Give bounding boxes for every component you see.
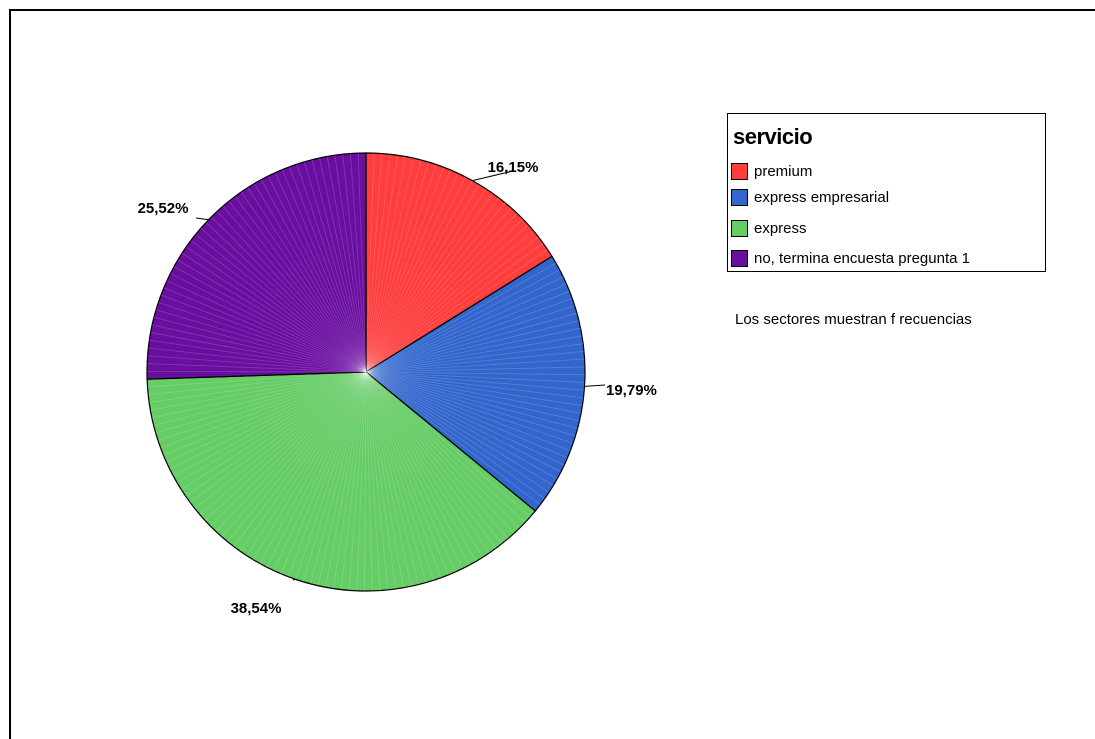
legend: servicio premium express empresarial exp…: [727, 113, 1046, 272]
data-label-express-empresarial: 19,79%: [606, 382, 657, 399]
data-label-no-termina: 25,52%: [138, 200, 189, 217]
data-label-express: 38,54%: [231, 600, 282, 617]
chart-frame: [9, 9, 1095, 739]
data-label-premium: 16,15%: [488, 159, 539, 176]
legend-label-express-empresarial: express empresarial: [754, 188, 890, 206]
legend-item-premium: premium: [731, 160, 812, 182]
pie-slice-premium: [365, 152, 553, 374]
pie-slice-no-termina: [146, 152, 367, 380]
legend-swatch-express: [731, 219, 748, 237]
legend-swatch-no-termina: [731, 249, 748, 267]
leader-line-express-empresarial: [584, 384, 606, 387]
legend-item-express: express: [731, 217, 807, 239]
leader-line-no-termina: [195, 217, 209, 221]
leader-line-express: [292, 578, 296, 581]
pie-slice-express-empresarial: [364, 255, 586, 512]
legend-swatch-premium: [731, 162, 748, 180]
legend-swatch-express-empresarial: [731, 188, 748, 206]
legend-title: servicio: [733, 124, 813, 149]
legend-label-no-termina: no, termina encuesta pregunta 1: [754, 249, 970, 267]
legend-label-express: express: [754, 219, 807, 237]
legend-label-premium: premium: [754, 162, 813, 180]
pie-slice-express: [146, 371, 537, 592]
leader-line-premium: [472, 170, 514, 182]
legend-item-no-termina: no, termina encuesta pregunta 1: [731, 247, 970, 269]
legend-item-express-empresarial: express empresarial: [731, 186, 889, 208]
chart-note: Los sectores muestran f recuencias: [735, 311, 972, 328]
